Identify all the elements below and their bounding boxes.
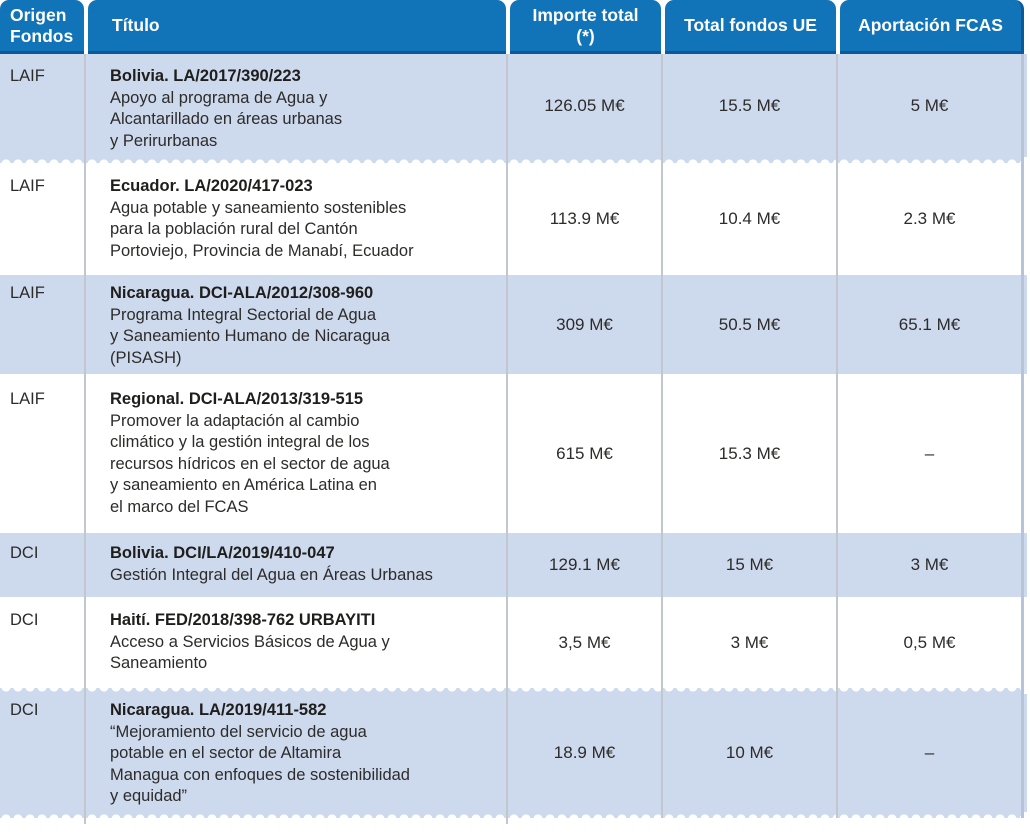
importe-cell: 113.9 M€: [508, 163, 663, 275]
titulo-cell: Nicaragua. DCI-ALA/2012/308-960 Programa…: [86, 275, 508, 374]
origen-cell: LAIF: [0, 163, 86, 275]
project-description: Promover la adaptación al cambio climáti…: [110, 411, 390, 516]
fcas-cell: 2.3 M€: [838, 163, 1024, 275]
header-importe-total: Importe total (*): [510, 0, 661, 54]
fondos-ue-cell: 3 M€: [663, 597, 838, 688]
origen-cell: DCI: [0, 694, 86, 812]
importe-cell: 18.9 M€: [508, 694, 663, 812]
titulo-cell: Bolivia. LA/2017/390/223 Apoyo al progra…: [86, 54, 508, 157]
table-row: LAIF Regional. DCI-ALA/2013/319-515 Prom…: [0, 374, 1027, 533]
scallop-edge: [0, 812, 1027, 824]
header-titulo: Título: [88, 0, 506, 54]
project-description: Gestión Integral del Agua en Áreas Urban…: [110, 565, 433, 584]
project-description: Agua potable y saneamiento sostenibles p…: [110, 198, 414, 260]
importe-cell: 126.05 M€: [508, 54, 663, 157]
project-code: Ecuador. LA/2020/417-023: [110, 177, 313, 195]
table-header: Origen Fondos Título Importe total (*) T…: [0, 0, 1027, 54]
project-description: Acceso a Servicios Básicos de Agua y San…: [110, 632, 390, 673]
origen-cell: LAIF: [0, 275, 86, 374]
fondos-ue-cell: 15.3 M€: [663, 374, 838, 533]
importe-cell: 309 M€: [508, 275, 663, 374]
project-code: Nicaragua. DCI-ALA/2012/308-960: [110, 284, 374, 302]
fondos-ue-cell: 15 M€: [663, 533, 838, 597]
header-origen-fondos: Origen Fondos: [0, 0, 84, 54]
fondos-ue-cell: 15.5 M€: [663, 54, 838, 157]
fondos-ue-cell: 10.4 M€: [663, 163, 838, 275]
titulo-cell: Regional. DCI-ALA/2013/319-515 Promover …: [86, 374, 508, 533]
project-description: “Mejoramiento del servicio de agua potab…: [110, 722, 410, 806]
table-row: DCI Haití. FED/2018/398-762 URBAYITI Acc…: [0, 597, 1027, 688]
fcas-cell: –: [838, 374, 1024, 533]
titulo-cell: Bolivia. DCI/LA/2019/410-047 Gestión Int…: [86, 533, 508, 597]
project-code: Bolivia. LA/2017/390/223: [110, 67, 301, 85]
origen-cell: DCI: [0, 597, 86, 688]
fcas-cell: 0,5 M€: [838, 597, 1024, 688]
project-code: Nicaragua. LA/2019/411-582: [110, 701, 327, 719]
table-row: DCI Nicaragua. LA/2019/411-582 “Mejorami…: [0, 694, 1027, 812]
table-row: LAIF Bolivia. LA/2017/390/223 Apoyo al p…: [0, 54, 1027, 157]
origen-cell: DCI: [0, 533, 86, 597]
project-code: Haití. FED/2018/398-762 URBAYITI: [110, 611, 376, 629]
fcas-cell: 65.1 M€: [838, 275, 1024, 374]
scallop-edge: [0, 688, 1027, 700]
origen-cell: LAIF: [0, 374, 86, 533]
titulo-cell: Nicaragua. LA/2019/411-582 “Mejoramiento…: [86, 694, 508, 812]
fondos-ue-cell: 50.5 M€: [663, 275, 838, 374]
project-code: Regional. DCI-ALA/2013/319-515: [110, 390, 364, 408]
scallop-edge: [0, 157, 1027, 169]
project-description: Apoyo al programa de Agua y Alcantarilla…: [110, 88, 343, 150]
importe-cell: 3,5 M€: [508, 597, 663, 688]
table-row: LAIF Ecuador. LA/2020/417-023 Agua potab…: [0, 163, 1027, 275]
project-description: Programa Integral Sectorial de Agua y Sa…: [110, 305, 390, 367]
header-total-fondos-ue: Total fondos UE: [665, 0, 836, 54]
fcas-cell: 3 M€: [838, 533, 1024, 597]
importe-cell: 129.1 M€: [508, 533, 663, 597]
table-row: DCI Bolivia. DCI/LA/2019/410-047 Gestión…: [0, 533, 1027, 597]
fcas-cell: 5 M€: [838, 54, 1024, 157]
titulo-cell: Haití. FED/2018/398-762 URBAYITI Acceso …: [86, 597, 508, 688]
header-aportacion-fcas: Aportación FCAS: [840, 0, 1024, 54]
table-row: LAIF Nicaragua. DCI-ALA/2012/308-960 Pro…: [0, 275, 1027, 374]
fondos-ue-cell: 10 M€: [663, 694, 838, 812]
importe-cell: 615 M€: [508, 374, 663, 533]
fcas-cell: –: [838, 694, 1024, 812]
titulo-cell: Ecuador. LA/2020/417-023 Agua potable y …: [86, 163, 508, 275]
origen-cell: LAIF: [0, 54, 86, 157]
project-code: Bolivia. DCI/LA/2019/410-047: [110, 544, 335, 562]
